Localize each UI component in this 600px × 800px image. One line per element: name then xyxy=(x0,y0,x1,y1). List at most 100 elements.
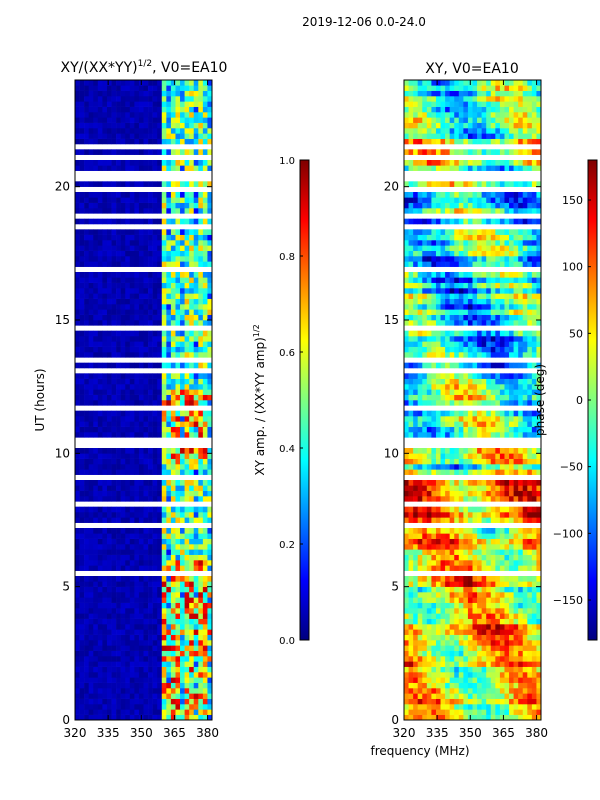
phase-cell xyxy=(404,453,409,459)
phase-cell xyxy=(408,480,414,486)
amplitude-cell xyxy=(189,218,195,225)
amplitude-cell xyxy=(193,496,199,502)
phase-cell xyxy=(454,458,460,465)
phase-cell xyxy=(518,346,524,353)
phase-cell xyxy=(509,453,514,459)
amplitude-cell xyxy=(166,160,172,166)
amplitude-cell xyxy=(166,554,172,561)
phase-cell xyxy=(490,469,496,475)
amplitude-cell xyxy=(102,384,108,390)
amplitude-cell xyxy=(97,650,103,657)
phase-cell xyxy=(481,581,487,587)
amplitude-cell xyxy=(97,117,103,123)
amplitude-cell xyxy=(198,704,204,710)
amplitude-cell xyxy=(166,682,172,689)
amplitude-cell xyxy=(143,528,149,534)
amplitude-cell xyxy=(184,698,190,705)
amplitude-cell xyxy=(84,272,89,278)
amplitude-cell xyxy=(161,421,167,427)
phase-cell xyxy=(422,394,428,401)
phase-cell xyxy=(527,432,533,438)
phase-cell xyxy=(477,688,482,694)
amplitude-cell xyxy=(134,90,140,97)
amplitude-cell xyxy=(152,602,158,609)
amplitude-cell xyxy=(148,218,153,225)
amplitude-cell xyxy=(129,330,135,337)
amplitude-cell xyxy=(93,613,99,619)
amplitude-cell xyxy=(97,464,103,470)
amplitude-cell xyxy=(189,426,195,433)
amplitude-cell xyxy=(134,661,140,667)
phase-cell xyxy=(435,549,441,555)
amplitude-cell xyxy=(207,384,213,390)
amplitude-cell xyxy=(189,709,195,715)
amplitude-cell xyxy=(116,208,121,214)
phase-cell xyxy=(426,602,432,609)
phase-cell xyxy=(408,464,414,470)
phase-cell xyxy=(509,490,514,497)
amplitude-cell xyxy=(157,538,163,545)
amplitude-cell xyxy=(84,250,89,257)
phase-cell xyxy=(531,341,537,347)
amplitude-cell xyxy=(207,394,213,401)
amplitude-cell xyxy=(207,714,213,721)
amplitude-cell xyxy=(138,293,144,299)
phase-cell xyxy=(531,613,537,619)
phase-cell xyxy=(413,661,418,667)
amplitude-cell xyxy=(93,400,99,406)
amplitude-cell xyxy=(102,245,108,251)
amplitude-cell xyxy=(189,346,195,353)
amplitude-cell xyxy=(97,528,103,534)
amplitude-cell xyxy=(75,394,80,401)
phase-cell xyxy=(426,693,432,699)
amplitude-cell xyxy=(180,554,185,561)
phase-cell xyxy=(463,645,469,651)
phase-cell xyxy=(477,448,482,454)
amplitude-cell xyxy=(170,560,176,566)
amplitude-cell xyxy=(75,464,80,470)
amplitude-cell xyxy=(148,432,153,438)
amplitude-cell xyxy=(148,384,153,390)
amplitude-cell xyxy=(125,682,131,689)
phase-cell xyxy=(499,352,505,358)
phase-cell xyxy=(513,682,519,689)
amplitude-cell xyxy=(180,645,185,651)
amplitude-cell xyxy=(175,272,181,278)
phase-cell xyxy=(481,592,487,598)
amplitude-cell xyxy=(125,160,131,166)
amplitude-cell xyxy=(157,608,163,614)
amplitude-cell xyxy=(161,288,167,294)
phase-cell xyxy=(467,453,473,459)
phase-cell xyxy=(454,453,460,459)
amplitude-cell xyxy=(170,298,176,305)
amplitude-cell xyxy=(207,549,213,555)
phase-cell xyxy=(518,394,524,401)
amplitude-cell xyxy=(120,245,126,251)
phase-cell xyxy=(417,618,423,625)
amplitude-cell xyxy=(152,378,158,385)
phase-cell xyxy=(481,336,487,342)
phase-cell xyxy=(527,576,533,582)
phase-cell xyxy=(531,634,537,641)
phase-cell xyxy=(458,693,464,699)
phase-cell xyxy=(477,480,482,486)
phase-cell xyxy=(527,394,533,401)
amplitude-cell xyxy=(193,528,199,534)
amplitude-cell xyxy=(152,693,158,699)
amplitude-cell xyxy=(97,672,103,678)
amplitude-cell xyxy=(120,592,126,598)
amplitude-cell xyxy=(184,234,190,241)
amplitude-cell xyxy=(97,560,103,566)
phase-cell xyxy=(404,410,409,417)
phase-cell xyxy=(417,554,423,561)
phase-cell xyxy=(422,629,428,635)
phase-cell xyxy=(408,666,414,673)
amplitude-cell xyxy=(152,629,158,635)
phase-cell xyxy=(522,426,528,433)
amplitude-cell xyxy=(202,181,208,187)
amplitude-cell xyxy=(129,314,135,321)
amplitude-cell xyxy=(189,666,195,673)
phase-cell xyxy=(454,373,460,379)
amplitude-cell xyxy=(170,192,176,198)
phase-cell xyxy=(467,645,473,651)
